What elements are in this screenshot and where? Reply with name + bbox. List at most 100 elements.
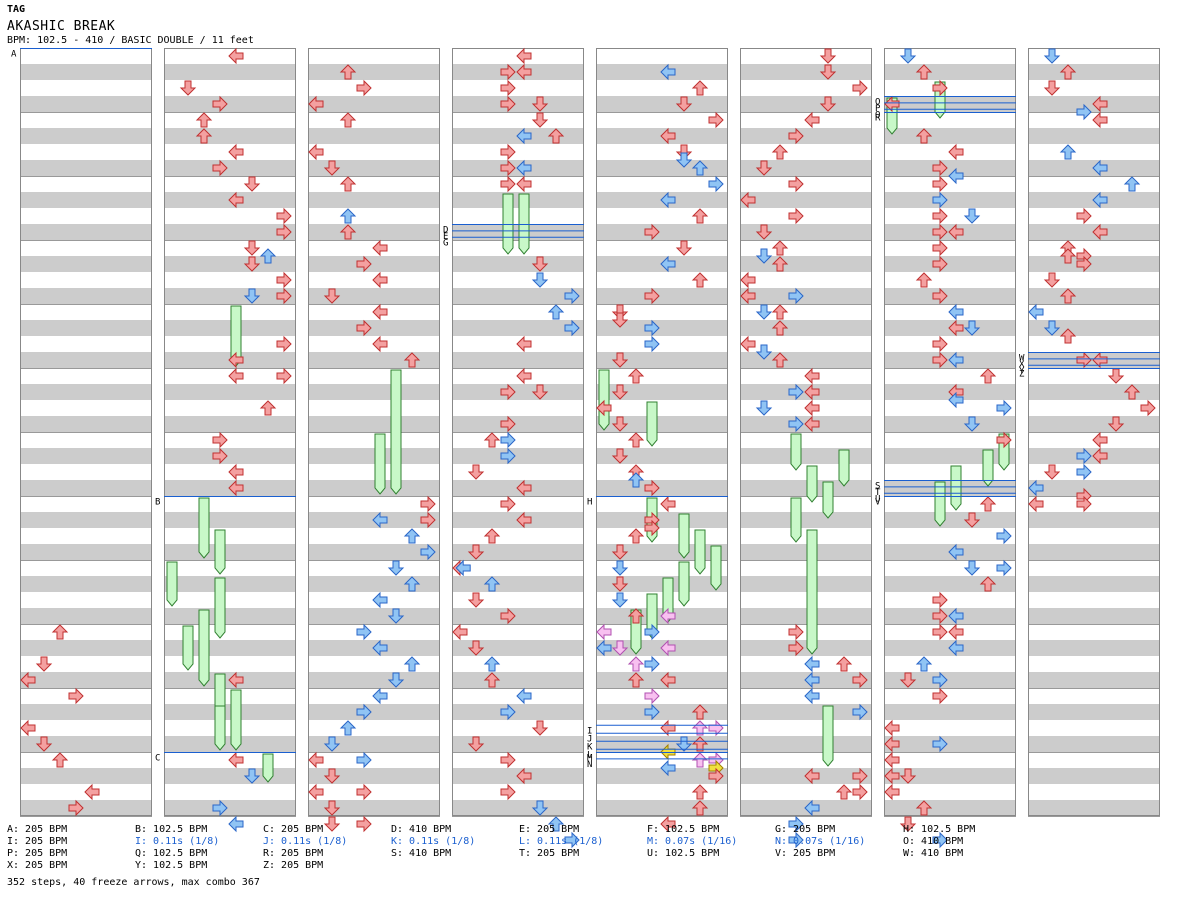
bpm-change-marker: W bbox=[1019, 354, 1025, 364]
step-arrow-left-icon bbox=[452, 623, 468, 641]
beat-stripe bbox=[1028, 384, 1160, 400]
beat-stripe bbox=[164, 400, 296, 416]
step-arrow-right-icon bbox=[356, 319, 372, 337]
step-arrow-right-icon bbox=[932, 831, 948, 849]
freeze-arrow bbox=[710, 545, 722, 591]
step-arrow-down-icon bbox=[611, 384, 629, 400]
step-arrow-left-icon bbox=[228, 671, 244, 689]
beat-stripe bbox=[452, 672, 584, 688]
beat-stripe bbox=[596, 352, 728, 368]
beat-stripe bbox=[20, 608, 152, 624]
step-arrow-left-icon bbox=[804, 655, 820, 673]
step-arrow-right-icon bbox=[644, 687, 660, 705]
legend-entry: V: 205 BPM bbox=[775, 848, 836, 859]
beat-stripe bbox=[596, 624, 728, 640]
step-arrow-down-icon bbox=[611, 352, 629, 368]
step-arrow-right-icon bbox=[644, 479, 660, 497]
step-arrow-down-icon bbox=[243, 768, 261, 784]
step-arrow-left-icon bbox=[804, 687, 820, 705]
legend-entry: I: 0.11s (1/8) bbox=[135, 836, 220, 847]
beat-stripe bbox=[740, 192, 872, 208]
step-arrow-up-icon bbox=[627, 656, 645, 672]
beat-stripe bbox=[452, 560, 584, 576]
beat-stripe bbox=[1028, 400, 1160, 416]
step-arrow-left-icon bbox=[884, 95, 900, 113]
beat-stripe bbox=[308, 144, 440, 160]
step-arrow-left-icon bbox=[1092, 111, 1108, 129]
step-arrow-down-icon bbox=[611, 448, 629, 464]
step-arrow-down-icon bbox=[755, 160, 773, 176]
step-arrow-up-icon bbox=[691, 720, 709, 736]
beat-stripe bbox=[164, 656, 296, 672]
step-arrow-left-icon bbox=[372, 511, 388, 529]
beat-stripe bbox=[164, 416, 296, 432]
step-arrow-left-icon bbox=[804, 767, 820, 785]
step-arrow-left-icon bbox=[804, 367, 820, 385]
step-arrow-left-icon bbox=[516, 335, 532, 353]
beat-stripe bbox=[20, 720, 152, 736]
bpm-change-marker: K bbox=[587, 742, 593, 752]
step-arrow-down-icon bbox=[899, 816, 917, 832]
step-arrow-right-icon bbox=[788, 207, 804, 225]
beat-stripe bbox=[884, 112, 1016, 128]
beat-stripe bbox=[596, 736, 728, 752]
step-arrow-left-icon bbox=[1092, 447, 1108, 465]
beat-stripe bbox=[452, 608, 584, 624]
bpm-change-marker: D bbox=[443, 226, 448, 236]
step-arrow-left-icon bbox=[20, 671, 36, 689]
beat-stripe bbox=[1028, 544, 1160, 560]
step-arrow-right-icon bbox=[500, 159, 516, 177]
beat-stripe bbox=[740, 432, 872, 448]
legend-entry: G: 205 BPM bbox=[775, 824, 836, 835]
step-arrow-left-icon bbox=[596, 623, 612, 641]
step-arrow-down-icon bbox=[531, 272, 549, 288]
beat-stripe bbox=[164, 288, 296, 304]
beat-stripe bbox=[740, 288, 872, 304]
freeze-arrow bbox=[950, 465, 962, 511]
step-arrow-down-icon bbox=[323, 816, 341, 832]
step-arrow-right-icon bbox=[852, 671, 868, 689]
step-arrow-down-icon bbox=[675, 152, 693, 168]
step-arrow-left-icon bbox=[804, 383, 820, 401]
step-arrow-down-icon bbox=[1043, 464, 1061, 480]
beat-stripe bbox=[740, 176, 872, 192]
beat-stripe bbox=[20, 48, 152, 64]
step-arrow-right-icon bbox=[212, 799, 228, 817]
beat-stripe bbox=[884, 752, 1016, 768]
bpm-change-marker: R bbox=[875, 114, 881, 124]
beat-stripe bbox=[164, 640, 296, 656]
beat-stripe bbox=[740, 320, 872, 336]
step-arrow-down-icon bbox=[1043, 320, 1061, 336]
beat-stripe bbox=[20, 208, 152, 224]
step-arrow-right-icon bbox=[932, 191, 948, 209]
column-border bbox=[452, 48, 584, 816]
step-arrow-up-icon bbox=[403, 352, 421, 368]
beat-stripe bbox=[164, 496, 296, 512]
step-arrow-up-icon bbox=[627, 472, 645, 488]
step-arrow-left-icon bbox=[660, 127, 676, 145]
bpm-change-marker: Z bbox=[1019, 370, 1025, 380]
step-arrow-left-icon bbox=[740, 287, 756, 305]
freeze-arrow bbox=[198, 609, 210, 687]
step-arrow-left-icon bbox=[660, 639, 676, 657]
bpm-change-marker: M bbox=[587, 754, 593, 764]
step-arrow-left-icon bbox=[948, 167, 964, 185]
beat-stripe bbox=[20, 304, 152, 320]
beat-stripe bbox=[740, 160, 872, 176]
beat-stripe bbox=[740, 208, 872, 224]
step-arrow-right-icon bbox=[1076, 463, 1092, 481]
step-arrow-down-icon bbox=[819, 48, 837, 64]
step-arrow-right-icon bbox=[356, 783, 372, 801]
beat-stripe bbox=[596, 784, 728, 800]
beat-stripe bbox=[884, 464, 1016, 480]
step-arrow-down-icon bbox=[675, 240, 693, 256]
step-arrow-right-icon bbox=[356, 79, 372, 97]
beat-stripe bbox=[20, 544, 152, 560]
step-arrow-right-icon bbox=[644, 319, 660, 337]
beat-stripe bbox=[884, 800, 1016, 816]
step-arrow-left-icon bbox=[660, 815, 676, 833]
beat-stripe bbox=[308, 288, 440, 304]
step-arrow-left-icon bbox=[804, 415, 820, 433]
beat-stripe bbox=[740, 240, 872, 256]
step-arrow-left-icon bbox=[372, 335, 388, 353]
